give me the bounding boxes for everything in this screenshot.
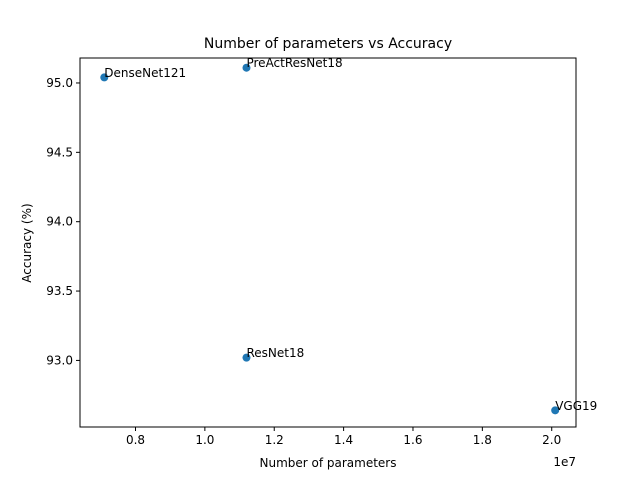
x-tick-label: 1.0 (195, 433, 214, 447)
data-point (242, 353, 251, 362)
y-tick-label: 95.0 (46, 76, 73, 90)
x-tick-label: 1.4 (334, 433, 353, 447)
data-point (100, 73, 109, 82)
x-tick-label: 2.0 (542, 433, 561, 447)
x-axis-label: Number of parameters (259, 456, 396, 470)
y-tick-label: 93.0 (46, 353, 73, 367)
axes-frame (79, 57, 577, 428)
point-label: PreActResNet18 (246, 56, 342, 70)
y-tick-label: 94.5 (46, 145, 73, 159)
x-axis-offset-text: 1e7 (553, 455, 576, 469)
point-label: ResNet18 (246, 346, 304, 360)
data-point (551, 406, 560, 415)
y-tick-label: 93.5 (46, 284, 73, 298)
point-label: DenseNet121 (104, 66, 186, 80)
x-tick-label: 0.8 (126, 433, 145, 447)
data-point (242, 63, 251, 72)
y-tick-label: 94.0 (46, 215, 73, 229)
x-tick-label: 1.6 (403, 433, 422, 447)
x-tick-label: 1.8 (473, 433, 492, 447)
x-tick-label: 1.2 (265, 433, 284, 447)
plot-area: DenseNet121PreActResNet18ResNet18VGG190.… (46, 56, 597, 447)
y-axis-label: Accuracy (%) (20, 203, 34, 282)
chart-title: Number of parameters vs Accuracy (204, 36, 452, 52)
